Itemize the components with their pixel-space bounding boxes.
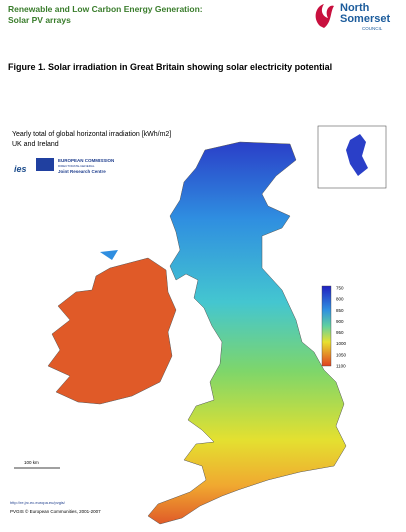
source-url: http://re.jrc.ec.europa.eu/pvgis/: [10, 500, 66, 505]
legend-label: 1000: [336, 341, 347, 346]
map: Yearly total of global horizontal irradi…: [10, 125, 387, 525]
figure-caption: Figure 1. Solar irradiation in Great Bri…: [8, 62, 333, 72]
header-subtitle: Solar PV arrays: [8, 15, 71, 25]
ec-text: EUROPEAN COMMISSION: [58, 158, 114, 163]
shetland: [346, 134, 368, 176]
legend-label: 800: [336, 297, 344, 302]
great-britain: [147, 141, 347, 525]
legend-label: 900: [336, 319, 344, 324]
ies-logo: ies: [14, 164, 27, 174]
ec-text: Joint Research Centre: [58, 169, 106, 174]
logo-text: Somerset: [340, 13, 390, 25]
ireland: [47, 257, 177, 405]
legend-bar: [321, 285, 332, 367]
eu-flag: [36, 158, 54, 171]
legend: 750 800 850 900 950 1000 1050 1100: [336, 286, 347, 369]
legend-label: 950: [336, 330, 344, 335]
copyright: PVGIS © European Communities, 2001-2007: [10, 508, 101, 514]
legend-label: 850: [336, 308, 344, 313]
legend-label: 750: [336, 286, 344, 291]
map-subtitle: UK and Ireland: [12, 141, 59, 148]
logo-text: COUNCIL: [362, 26, 383, 31]
logo-text: North: [340, 2, 370, 14]
logo: North Somerset COUNCIL: [315, 2, 390, 31]
ec-text: DIRECTORATE-GENERAL: [58, 164, 95, 168]
scale-label: 100 km: [24, 460, 39, 465]
legend-label: 1100: [336, 364, 346, 369]
island: [100, 250, 118, 260]
header-title: Renewable and Low Carbon Energy Generati…: [8, 4, 203, 14]
logo-mark: [315, 4, 334, 28]
map-title: Yearly total of global horizontal irradi…: [12, 131, 171, 138]
legend-label: 1050: [336, 352, 347, 357]
